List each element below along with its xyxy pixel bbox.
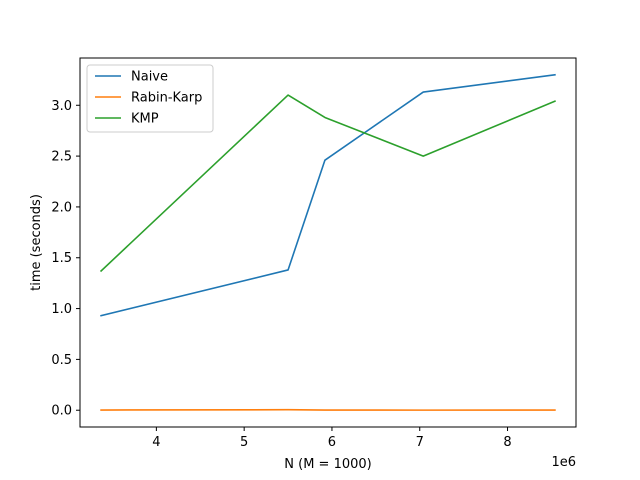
y-tick-label: 2.0 (51, 200, 72, 215)
legend-label: Rabin-Karp (131, 91, 202, 106)
x-tick-label: 5 (240, 435, 248, 450)
x-axis-ticks: 4 5 6 7 8 (152, 427, 511, 450)
x-tick-label: 8 (503, 435, 511, 450)
legend-label: KMP (131, 112, 159, 127)
y-tick-label: 1.0 (51, 302, 72, 317)
y-axis-ticks: 0.0 0.5 1.0 1.5 2.0 2.5 3.0 (51, 99, 80, 419)
legend-label: Naive (131, 70, 168, 85)
y-tick-label: 2.5 (51, 150, 72, 165)
y-axis-label: time (seconds) (29, 194, 44, 291)
y-tick-label: 3.0 (51, 99, 72, 114)
x-axis-label: N (M = 1000) (284, 457, 371, 472)
y-tick-label: 0.0 (51, 404, 72, 419)
y-tick-label: 0.5 (51, 353, 72, 368)
x-tick-label: 7 (416, 435, 424, 450)
y-tick-label: 1.5 (51, 251, 72, 266)
x-axis-offset-label: 1e6 (551, 455, 576, 470)
x-tick-label: 6 (328, 435, 336, 450)
legend: Naive Rabin-Karp KMP (87, 65, 213, 132)
x-tick-label: 4 (152, 435, 160, 450)
